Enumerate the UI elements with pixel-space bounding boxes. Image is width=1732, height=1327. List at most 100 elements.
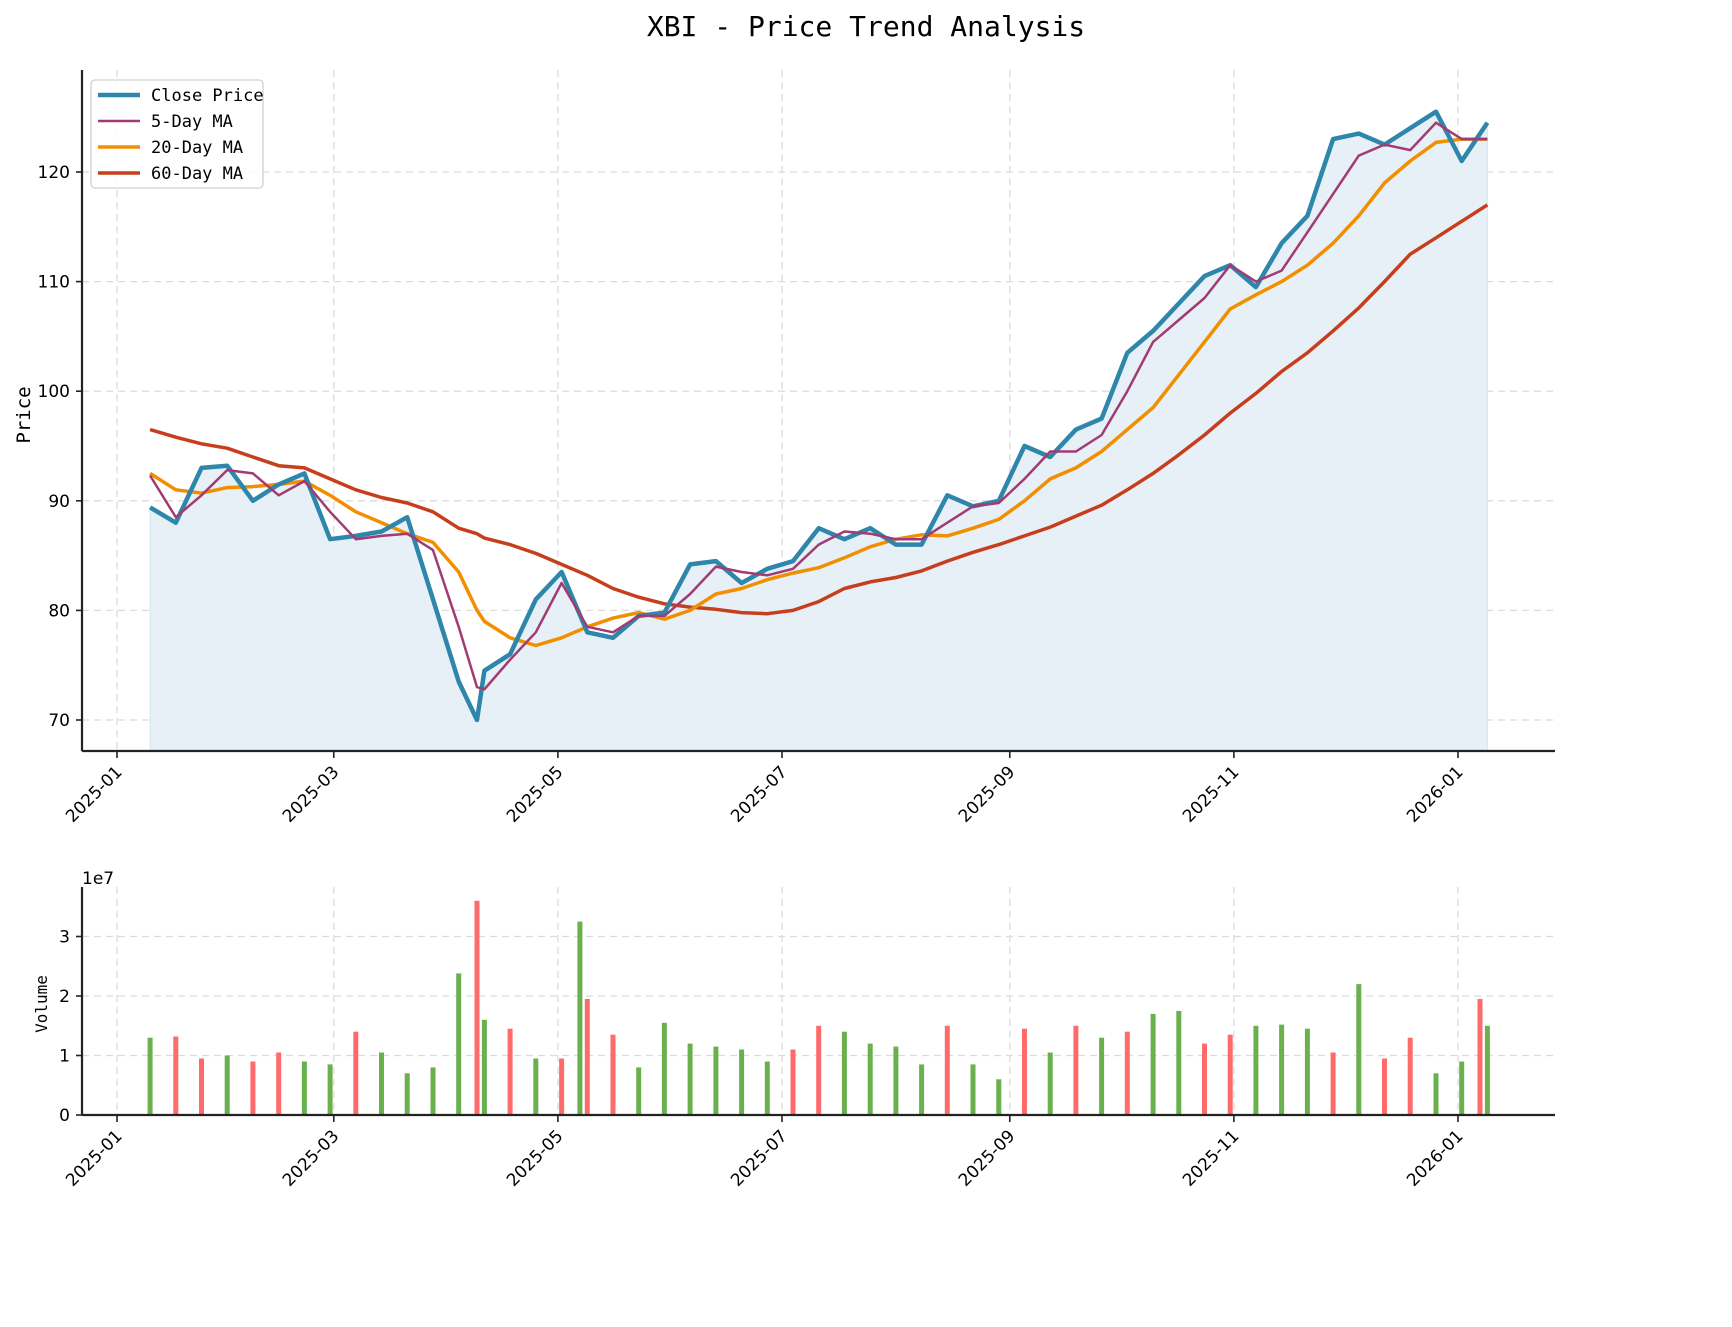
volume-bar xyxy=(1382,1058,1387,1115)
volume-bar xyxy=(173,1036,179,1115)
volume-bar xyxy=(276,1052,282,1115)
legend-item-close: Close Price xyxy=(98,86,264,106)
y-tick-label: 3 xyxy=(59,928,70,948)
y-tick-label: 90 xyxy=(48,492,70,512)
x-tick-label: 2025-01 xyxy=(62,1126,126,1190)
chart-title: XBI - Price Trend Analysis xyxy=(647,10,1085,43)
y-tick-label: 2 xyxy=(59,987,70,1007)
volume-bar xyxy=(559,1058,565,1115)
volume-bar xyxy=(970,1064,976,1115)
x-tick-label: 2025-01 xyxy=(62,762,126,826)
volume-bar xyxy=(661,1022,667,1115)
legend-item-ma20: 20-Day MA xyxy=(98,138,243,158)
volume-bar xyxy=(1202,1043,1207,1115)
y-tick-label: 120 xyxy=(38,163,70,183)
volume-bar xyxy=(1459,1061,1465,1116)
volume-bar xyxy=(739,1049,745,1115)
price-x-ticks: 2025-01 2025-03 2025-05 2025-07 2025-09 2025-… xyxy=(62,751,1468,827)
volume-bar xyxy=(1407,1037,1413,1116)
x-tick-label: 2025-11 xyxy=(1179,1126,1243,1190)
volume-bar xyxy=(404,1073,410,1115)
volume-bar xyxy=(327,1064,333,1115)
x-tick-label: 2025-05 xyxy=(503,1126,567,1190)
volume-bar xyxy=(533,1058,539,1115)
y-tick-label: 100 xyxy=(38,382,70,402)
volume-bar xyxy=(301,1061,307,1116)
volume-panel: 0 1 2 3 2025-01 2025-03 2025-05 2025-07 2025-09… xyxy=(32,869,1555,1191)
x-tick-label: 2025-11 xyxy=(1179,762,1243,826)
volume-bar xyxy=(1099,1037,1105,1116)
legend-label-ma20: 20-Day MA xyxy=(151,138,243,158)
x-tick-label: 2026-01 xyxy=(1403,762,1467,826)
price-y-ticks: 70 80 90 100 110 120 xyxy=(38,163,82,731)
price-y-axis-label: Price xyxy=(13,386,35,443)
volume-bar xyxy=(996,1079,1002,1115)
ma5-line xyxy=(149,121,1488,691)
volume-bar xyxy=(893,1046,899,1115)
volume-bar xyxy=(1253,1025,1259,1116)
volume-bar xyxy=(250,1061,256,1116)
volume-x-ticks: 2025-01 2025-03 2025-05 2025-07 2025-09 2025-… xyxy=(62,1115,1468,1191)
y-tick-label: 0 xyxy=(59,1106,70,1126)
y-tick-label: 70 xyxy=(48,711,70,731)
volume-bar xyxy=(199,1058,204,1115)
volume-bar xyxy=(867,1043,873,1115)
x-tick-label: 2025-03 xyxy=(279,1126,343,1190)
volume-bar xyxy=(1330,1052,1336,1115)
volume-bar xyxy=(764,1061,770,1116)
volume-bar xyxy=(1304,1028,1310,1115)
volume-bar xyxy=(1484,1025,1490,1116)
volume-bar xyxy=(841,1031,847,1115)
x-tick-label: 2025-09 xyxy=(955,1126,1019,1190)
x-tick-label: 2025-05 xyxy=(503,762,567,826)
legend-item-ma60: 60-Day MA xyxy=(98,164,243,184)
legend-item-ma5: 5-Day MA xyxy=(98,112,233,132)
volume-bar xyxy=(1047,1052,1053,1115)
volume-bar xyxy=(577,921,583,1115)
x-tick-label: 2025-07 xyxy=(727,762,791,826)
volume-bar xyxy=(713,1046,719,1115)
y-tick-label: 110 xyxy=(38,273,70,293)
y-tick-label: 1 xyxy=(59,1047,70,1067)
ma20-line xyxy=(149,137,1488,648)
volume-bar xyxy=(1227,1034,1233,1115)
volume-y-ticks: 0 1 2 3 xyxy=(59,928,82,1126)
legend: Close Price 5-Day MA 20-Day MA 60-Day MA xyxy=(90,79,264,189)
volume-bar xyxy=(474,900,480,1115)
volume-bar xyxy=(584,999,590,1115)
volume-bar xyxy=(147,1037,153,1116)
volume-bar xyxy=(816,1025,822,1116)
volume-bar xyxy=(456,973,462,1115)
volume-bar xyxy=(481,1019,487,1115)
volume-bar xyxy=(1433,1073,1439,1115)
volume-bar xyxy=(687,1043,693,1115)
volume-scale-label: 1e7 xyxy=(82,869,114,889)
volume-bar xyxy=(1477,999,1483,1115)
volume-bars xyxy=(147,900,1490,1116)
close-price-area-fill xyxy=(149,110,1488,752)
volume-bar xyxy=(1073,1025,1079,1116)
volume-bar xyxy=(610,1034,616,1115)
volume-bar xyxy=(919,1064,925,1115)
ma60-line xyxy=(149,203,1489,616)
legend-label-close: Close Price xyxy=(151,86,264,106)
x-tick-label: 2025-03 xyxy=(279,762,343,826)
volume-bar xyxy=(353,1031,359,1115)
legend-box xyxy=(90,79,264,189)
volume-bar xyxy=(1150,1013,1156,1115)
x-tick-label: 2026-01 xyxy=(1403,1126,1467,1190)
x-tick-label: 2025-07 xyxy=(727,1126,791,1190)
volume-bar xyxy=(1176,1010,1182,1115)
volume-bar xyxy=(790,1049,796,1115)
volume-bar xyxy=(430,1067,436,1115)
x-tick-label: 2025-09 xyxy=(955,762,1019,826)
volume-bar xyxy=(1022,1028,1027,1115)
legend-label-ma60: 60-Day MA xyxy=(151,164,243,184)
volume-bar xyxy=(636,1067,642,1115)
volume-bar xyxy=(1356,984,1362,1115)
volume-bar xyxy=(224,1055,230,1115)
volume-y-axis-label: Volume xyxy=(32,975,51,1033)
volume-bar xyxy=(1279,1024,1285,1115)
